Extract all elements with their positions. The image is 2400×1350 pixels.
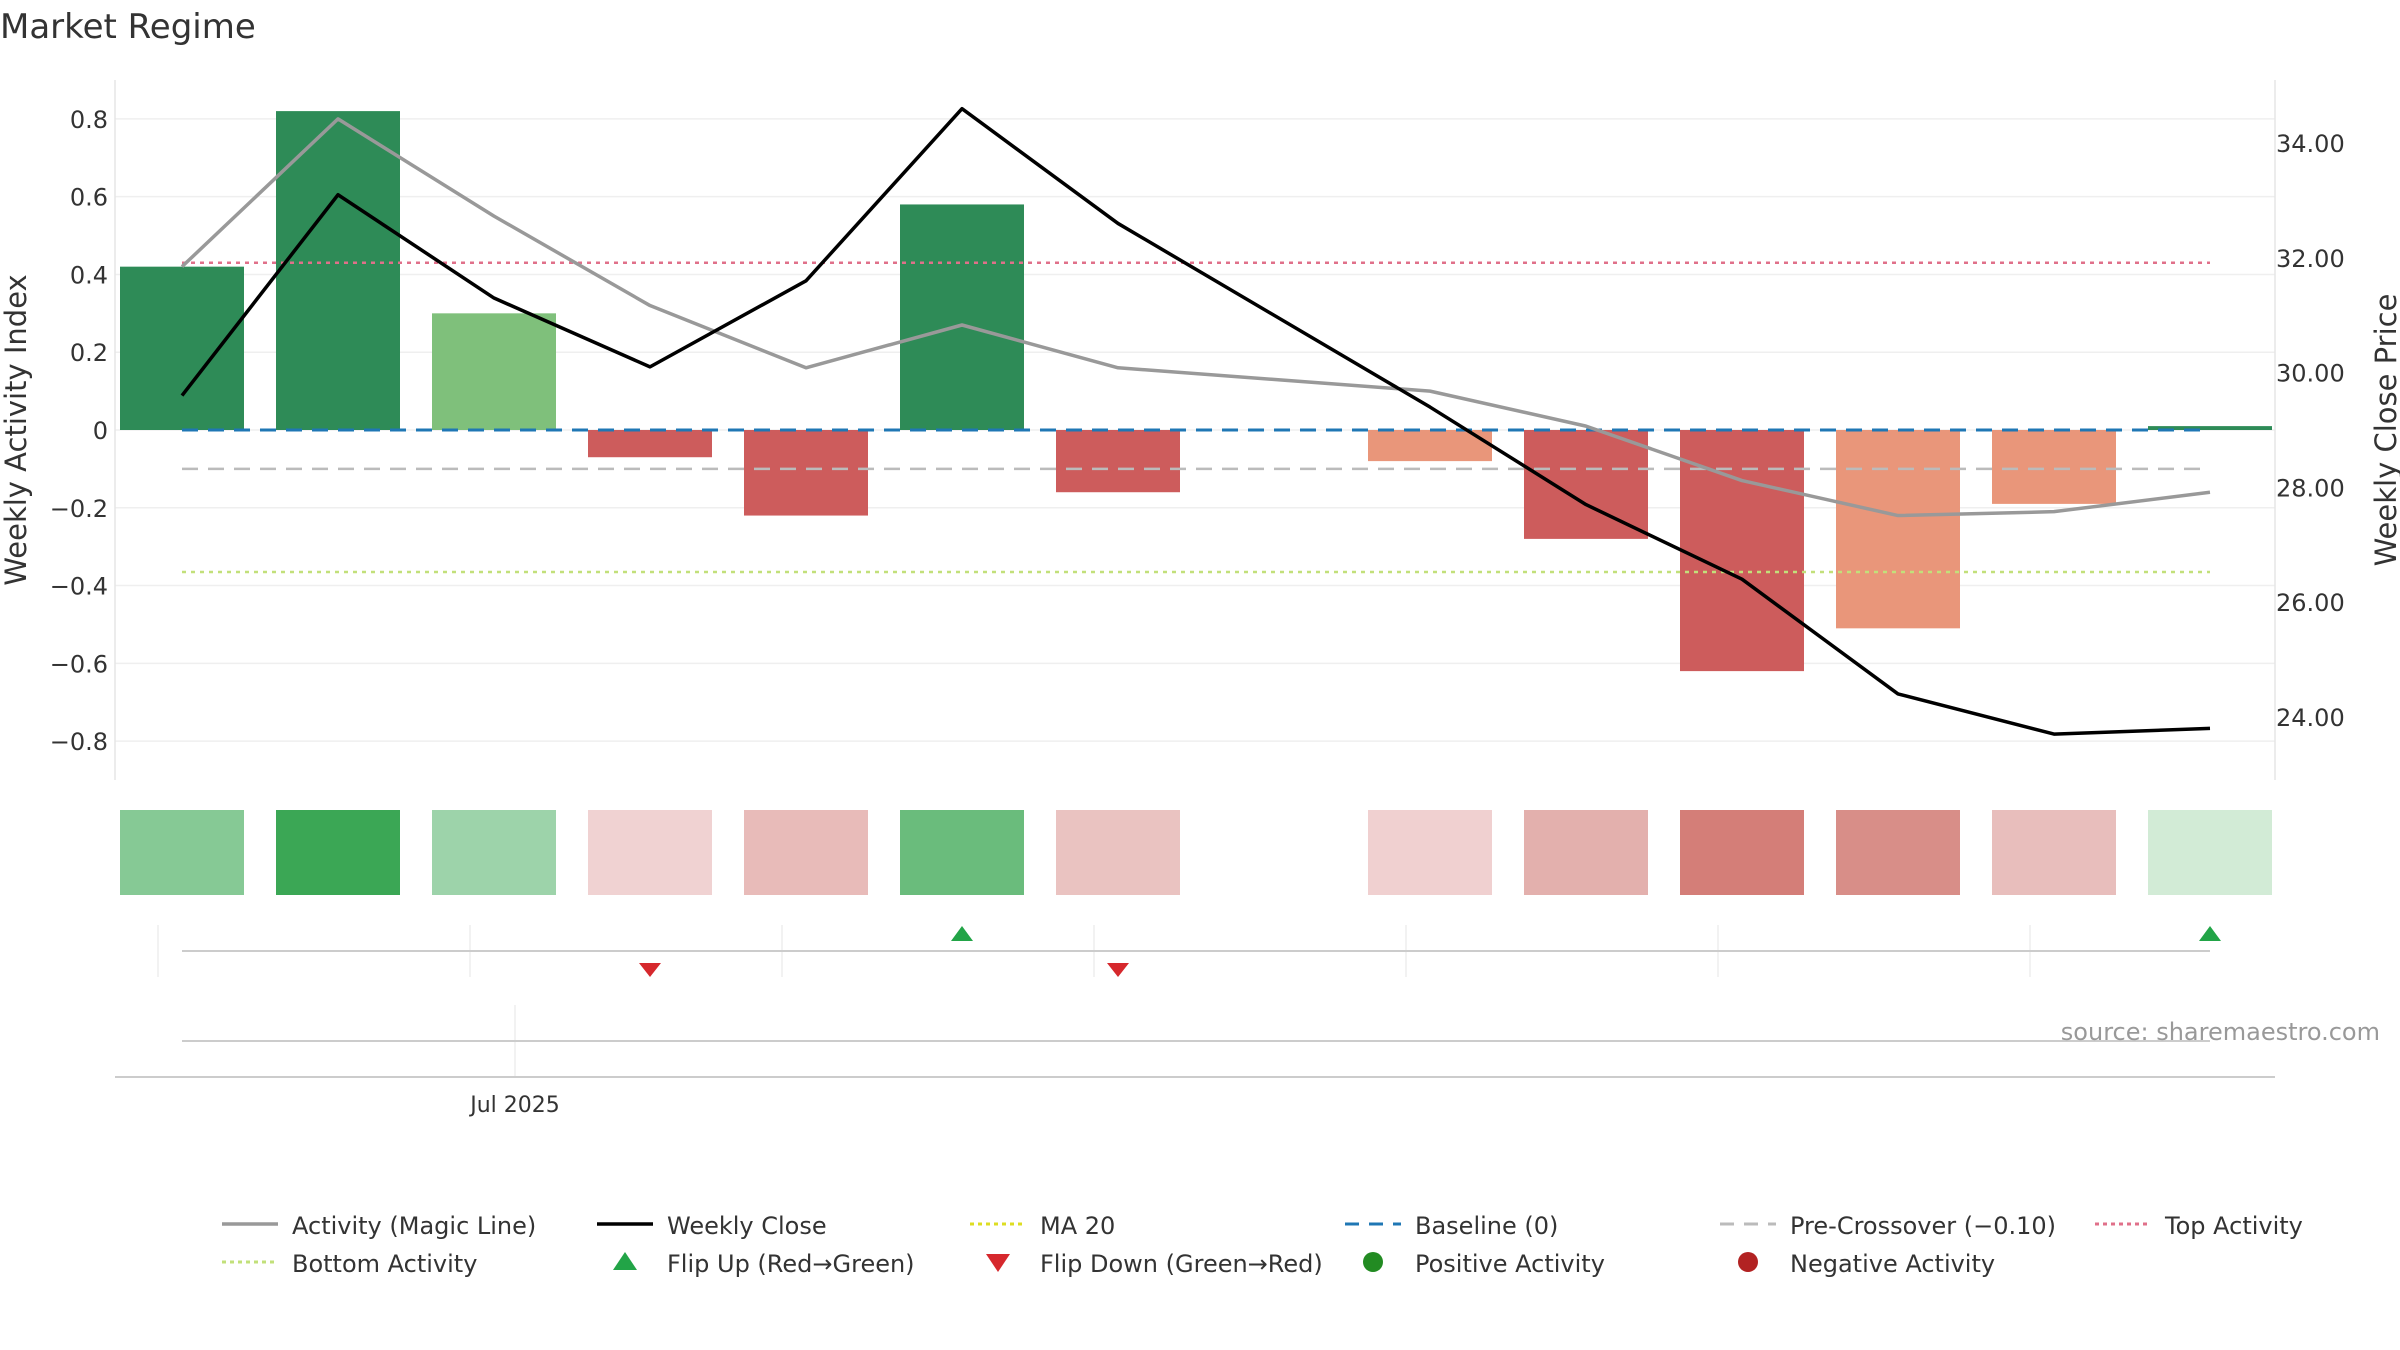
left-tick-label: 0 [93,417,108,445]
legend-item: Flip Down (Green→Red) [986,1250,1323,1278]
activity-bar [2148,426,2272,430]
legend-item: MA 20 [970,1212,1115,1240]
left-tick-label: −0.6 [50,650,108,678]
legend-item: Pre-Crossover (−0.10) [1720,1212,2056,1240]
heatmap-cell [276,810,400,895]
heatmap-cell [1680,810,1804,895]
legend-item: Weekly Close [597,1212,827,1240]
legend-label: Flip Up (Red→Green) [667,1250,915,1278]
heatmap-cell [900,810,1024,895]
flip-down-marker [639,963,661,977]
legend: Activity (Magic Line) Weekly Close MA 20 Ba… [222,1212,2303,1278]
legend-item: Baseline (0) [1345,1212,1558,1240]
flip-up-marker [2199,926,2221,941]
right-tick-label: 26.00 [2276,589,2345,617]
left-axis-ticks: 0.8 0.6 0.4 0.2 0 −0.2 −0.4 −0.6 −0.8 [50,106,108,756]
legend-label: MA 20 [1040,1212,1115,1240]
heatmap-cell [432,810,556,895]
activity-bar [1524,430,1648,539]
left-tick-label: −0.2 [50,495,108,523]
legend-item: Positive Activity [1363,1250,1605,1278]
left-tick-label: 0.4 [70,261,108,289]
left-tick-label: 0.6 [70,184,108,212]
x-tick-label: Jul 2025 [468,1093,560,1118]
legend-label: Pre-Crossover (−0.10) [1790,1212,2056,1240]
activity-bar [900,204,1024,430]
date-axis-panel: Jul 2025 [115,1005,2275,1118]
right-tick-label: 28.00 [2276,474,2345,502]
legend-item: Bottom Activity [222,1250,477,1278]
legend-label: Activity (Magic Line) [292,1212,536,1240]
activity-heatmap-strip [120,810,2272,895]
legend-triangle-down-icon [986,1254,1010,1272]
activity-bar [1992,430,2116,504]
chart-title: Market Regime [0,7,256,47]
activity-bar [1056,430,1180,493]
activity-bar [744,430,868,516]
left-axis-label: Weekly Activity Index [0,274,33,585]
legend-dot-icon [1363,1252,1383,1272]
flip-up-marker [951,926,973,941]
source-text: source: sharemaestro.com [2061,1018,2380,1046]
reference-lines [182,261,2210,574]
activity-bars [120,111,2272,672]
heatmap-cell [1836,810,1960,895]
activity-bar [1680,430,1804,672]
right-tick-label: 32.00 [2276,245,2345,273]
legend-label: Weekly Close [667,1212,827,1240]
legend-label: Positive Activity [1415,1250,1605,1278]
left-tick-label: −0.4 [50,573,108,601]
heatmap-cell [1056,810,1180,895]
flip-markers-panel [157,925,2221,977]
left-tick-label: 0.8 [70,106,108,134]
heatmap-cell [1524,810,1648,895]
activity-bar [588,430,712,458]
legend-item: Negative Activity [1738,1250,1995,1278]
right-tick-label: 24.00 [2276,704,2345,732]
heatmap-cell [2148,810,2272,895]
activity-bar [1368,430,1492,462]
legend-item: Activity (Magic Line) [222,1212,536,1240]
activity-magic-line [180,117,2211,518]
legend-label: Bottom Activity [292,1250,477,1278]
left-tick-label: 0.2 [70,339,108,367]
heatmap-cell [1992,810,2116,895]
legend-label: Baseline (0) [1415,1212,1558,1240]
activity-bar [120,266,244,430]
legend-triangle-up-icon [613,1252,637,1270]
activity-bar [432,313,556,430]
legend-item: Top Activity [2095,1212,2303,1240]
right-axis-label: Weekly Close Price [2369,294,2400,567]
right-tick-label: 30.00 [2276,360,2345,388]
activity-bar [276,111,400,430]
heatmap-cell [588,810,712,895]
legend-dot-icon [1738,1252,1758,1272]
right-tick-label: 34.00 [2276,130,2345,158]
heatmap-cell [744,810,868,895]
activity-bar [1836,430,1960,629]
legend-label: Negative Activity [1790,1250,1995,1278]
heatmap-cell [120,810,244,895]
legend-label: Top Activity [2164,1212,2303,1240]
heatmap-cell [1368,810,1492,895]
left-tick-label: −0.8 [50,728,108,756]
legend-label: Flip Down (Green→Red) [1040,1250,1323,1278]
legend-item: Flip Up (Red→Green) [613,1250,915,1278]
weekly-close-line [180,106,2211,736]
right-axis-ticks: 34.00 32.00 30.00 28.00 26.00 24.00 [2276,130,2345,732]
flip-down-marker [1107,963,1129,977]
series-lines [180,106,2211,736]
